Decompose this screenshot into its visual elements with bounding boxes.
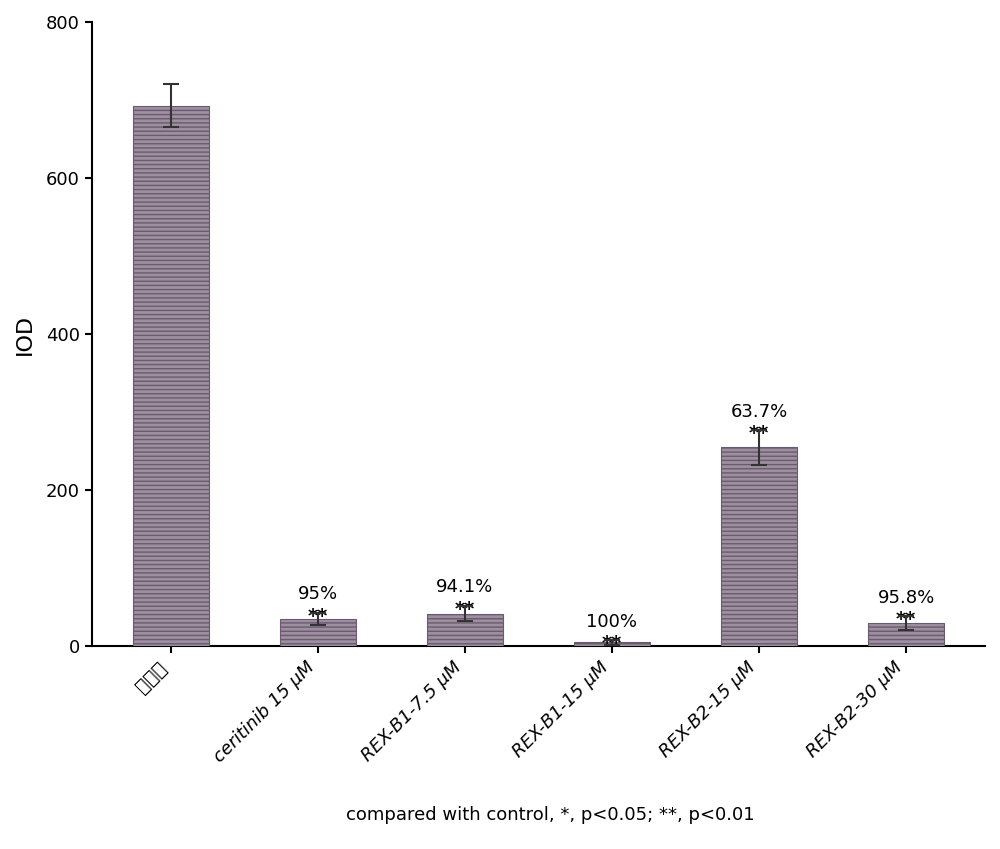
Text: **: **	[749, 424, 769, 443]
Text: compared with control, *, p<0.05; **, p<0.01: compared with control, *, p<0.05; **, p<…	[346, 806, 754, 824]
Bar	[721, 447, 797, 646]
Text: 95%: 95%	[298, 586, 338, 604]
Bar	[427, 614, 503, 646]
Bar	[574, 643, 650, 646]
Text: **: **	[308, 606, 328, 626]
Bar	[868, 623, 944, 646]
Bar	[280, 619, 356, 646]
Text: 94.1%: 94.1%	[436, 578, 494, 596]
Text: **: **	[455, 599, 475, 619]
Bar	[133, 105, 209, 646]
Text: 100%: 100%	[586, 613, 637, 631]
Text: 95.8%: 95.8%	[878, 588, 935, 606]
Text: 63.7%: 63.7%	[730, 402, 788, 421]
Text: **: **	[602, 634, 622, 653]
Y-axis label: IOD: IOD	[15, 313, 35, 355]
Text: **: **	[896, 610, 916, 628]
